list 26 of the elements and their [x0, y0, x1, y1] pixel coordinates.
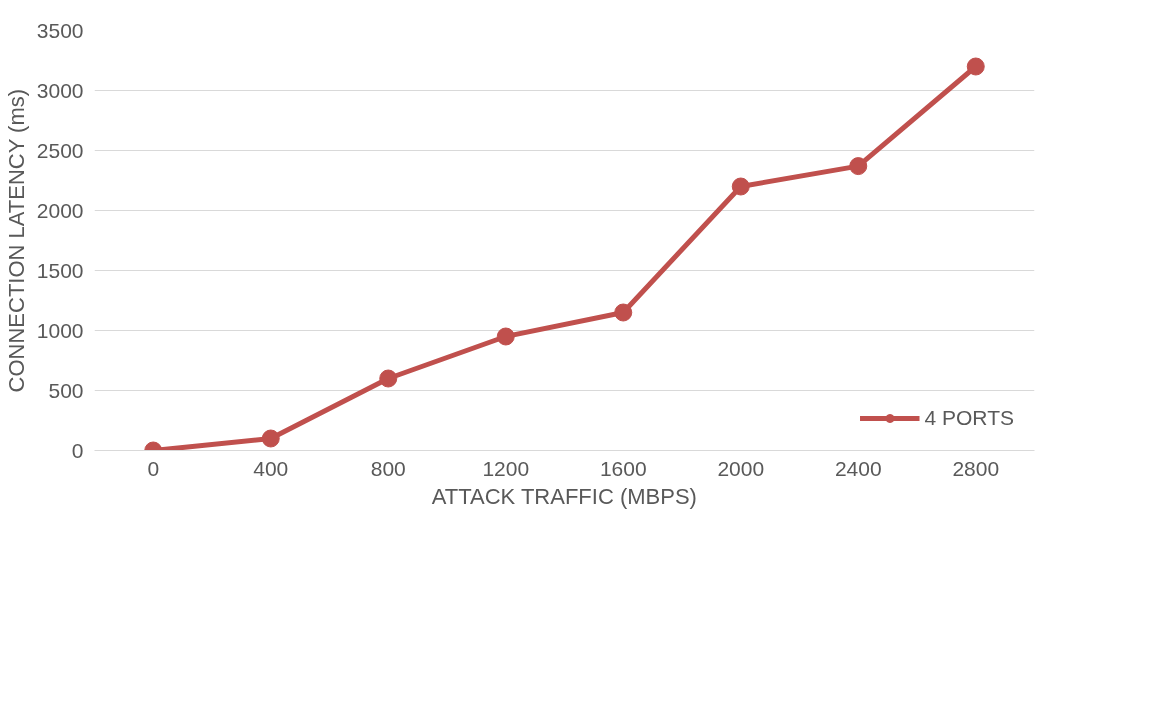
point: [496, 327, 515, 346]
x-tick-label: 2000: [717, 456, 765, 480]
y-tick-label: 3500: [36, 18, 84, 42]
legend-label: 4 PORTS: [924, 406, 1014, 430]
y-tick-label: 500: [48, 378, 84, 402]
x-tick-label: 0: [147, 456, 160, 480]
y-tick-label: 3000: [36, 78, 84, 102]
y-tick-label: 2000: [36, 198, 84, 222]
y-axis-title: CONNECTION LATENCY (ms): [3, 88, 29, 393]
y-tick-label: 1500: [36, 258, 84, 282]
point: [849, 157, 868, 176]
point: [379, 369, 398, 388]
x-axis-title: ATTACK TRAFFIC (MBPS): [431, 483, 697, 509]
y-tick-label: 2500: [36, 138, 84, 162]
x-tick-label: 800: [370, 456, 406, 480]
x-tick-label: 1600: [599, 456, 647, 480]
x-tick-label: 400: [253, 456, 289, 480]
point: [261, 429, 280, 448]
y-tick-label: 1000: [36, 318, 84, 342]
x-tick-label: 1200: [482, 456, 530, 480]
y-tick-label: 0: [71, 438, 84, 462]
x-tick-label: 2400: [834, 456, 882, 480]
point: [614, 303, 633, 322]
point: [966, 57, 985, 76]
x-tick-label: 2800: [952, 456, 1000, 480]
point: [731, 177, 750, 196]
